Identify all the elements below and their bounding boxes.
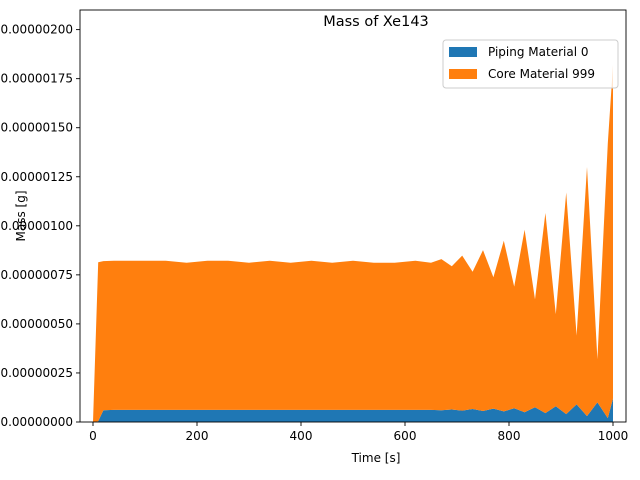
area-series-group xyxy=(93,64,613,423)
y-tick-label: 0.00000175 xyxy=(0,72,73,86)
x-tick-label: 600 xyxy=(394,429,417,443)
y-tick-label: 0.00000200 xyxy=(0,23,73,37)
y-tick-label: 0.00000150 xyxy=(0,121,73,135)
y-tick-label: 0.00000050 xyxy=(0,317,73,331)
chart-title: Mass of Xe143 xyxy=(323,14,429,30)
area-series-0 xyxy=(93,398,613,422)
y-tick-label: 0.00000100 xyxy=(0,219,73,233)
x-tick-label: 0 xyxy=(89,429,97,443)
legend-label-core: Core Material 999 xyxy=(488,67,595,81)
axes-frame xyxy=(79,9,627,423)
y-tick-label: 0.00000075 xyxy=(0,268,73,282)
x-axis-label: Time [s] xyxy=(351,451,401,465)
legend: Piping Material 0 Core Material 999 xyxy=(442,39,619,89)
legend-box xyxy=(442,39,619,89)
y-axis-label: Mass [g] xyxy=(14,190,28,241)
area-series-1 xyxy=(93,64,613,423)
y-tick-label: 0.00000125 xyxy=(0,170,73,184)
x-tick-label: 800 xyxy=(498,429,521,443)
x-ticks: 0 200 400 600 800 1000 xyxy=(89,422,628,443)
y-tick-label: 0.00000000 xyxy=(0,415,73,429)
x-tick-label: 400 xyxy=(290,429,313,443)
legend-swatch-core xyxy=(449,69,477,79)
x-tick-label: 1000 xyxy=(598,429,629,443)
legend-swatch-piping xyxy=(449,47,477,57)
legend-label-piping: Piping Material 0 xyxy=(488,45,589,59)
y-tick-label: 0.00000025 xyxy=(0,366,73,380)
y-ticks: 0.00000000 0.00000025 0.00000050 0.00000075… xyxy=(0,23,80,429)
x-tick-label: 200 xyxy=(186,429,209,443)
